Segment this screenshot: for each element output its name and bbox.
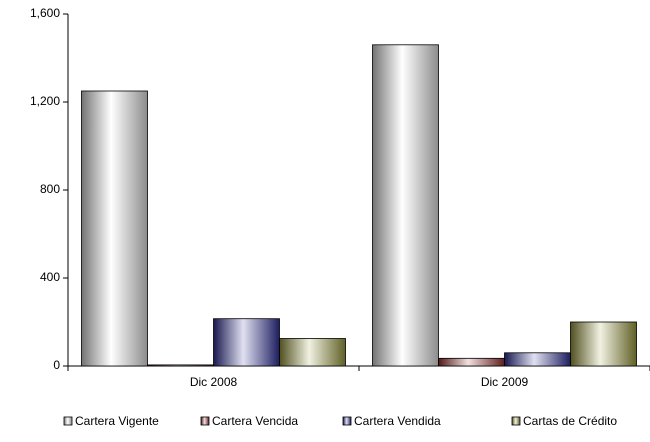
legend-label: Cartas de Crédito (523, 414, 617, 428)
bar (81, 90, 148, 367)
legend-swatch (200, 416, 210, 426)
bar (147, 364, 214, 367)
y-tick-label: 800 (40, 182, 60, 196)
x-tick-label: Dic 2009 (481, 375, 529, 389)
x-tick-label: Dic 2008 (190, 375, 238, 389)
bar (438, 357, 505, 367)
legend-swatch (511, 416, 521, 426)
y-tick-label: 400 (40, 270, 60, 284)
legend-swatch (63, 416, 73, 426)
bar (372, 44, 439, 367)
y-tick-label: 1,200 (30, 94, 60, 108)
y-tick-label: 0 (53, 358, 60, 372)
bar (570, 321, 637, 367)
legend-label: Cartera Vendida (354, 414, 441, 428)
legend-label: Cartera Vencida (212, 414, 298, 428)
legend-label: Cartera Vigente (75, 414, 159, 428)
bar (279, 338, 346, 367)
legend-swatch (342, 416, 352, 426)
bar (504, 352, 571, 367)
bar (213, 318, 280, 367)
y-tick-label: 1,600 (30, 6, 60, 20)
